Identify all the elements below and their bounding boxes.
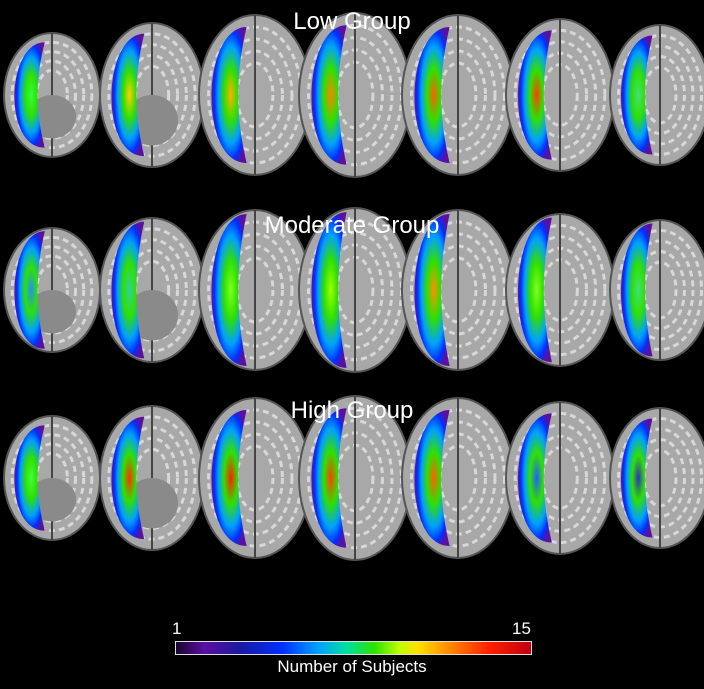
brain-slice: [609, 407, 704, 549]
brain-slice: [401, 14, 515, 176]
lesion-overlay: [620, 35, 653, 155]
brain-slice: [401, 397, 515, 559]
brain-slice: [298, 207, 412, 373]
lesion-overlay: [311, 212, 347, 368]
brain-slice: [99, 217, 205, 363]
brain-slice: [505, 401, 615, 555]
colorbar: [175, 641, 532, 655]
brain-slice: [99, 22, 205, 168]
lesion-overlay: [111, 416, 145, 540]
brain-slice: [198, 209, 312, 371]
lesion-overlay: [414, 410, 450, 546]
lesion-overlay: [620, 418, 653, 538]
lesion-overlay: [111, 221, 145, 359]
brain-slice: [3, 415, 101, 541]
lesion-overlay: [517, 217, 552, 363]
brain-slice: [3, 227, 101, 353]
lesion-overlay: [414, 214, 450, 366]
brain-slice: [298, 12, 412, 178]
lesion-overlay: [211, 27, 247, 163]
lesion-overlay: [311, 408, 347, 548]
high-group-title: High Group: [290, 397, 414, 424]
colorbar-title: Number of Subjects: [277, 657, 427, 676]
lesion-overlay: [620, 223, 653, 357]
brain-slice: [198, 397, 312, 559]
lesion-overlay: [414, 27, 450, 163]
lesion-overlay: [14, 231, 45, 349]
brain-slice: [609, 24, 704, 166]
brain-slice: [99, 405, 205, 551]
lesion-overlay: [311, 25, 347, 165]
lesion-overlay: [14, 425, 45, 531]
brain-slice: [3, 32, 101, 158]
colorbar-max-label: 15: [512, 619, 531, 638]
brain-slice: [609, 219, 704, 361]
brain-slice: [505, 213, 615, 367]
moderate-group-title: Moderate Group: [264, 212, 440, 239]
brain-slice: [298, 395, 412, 561]
lesion-overlay: [211, 214, 247, 366]
lesion-overlay: [517, 413, 552, 543]
colorbar-min-label: 1: [172, 619, 182, 638]
brain-slice: [505, 18, 615, 172]
lesion-overlay: [517, 30, 552, 160]
low-group-title: Low Group: [293, 8, 411, 35]
lesion-overlay: [211, 410, 247, 546]
lesion-overlay: [14, 42, 45, 148]
brain-slice: [198, 14, 312, 176]
lesion-overlay: [111, 33, 145, 157]
